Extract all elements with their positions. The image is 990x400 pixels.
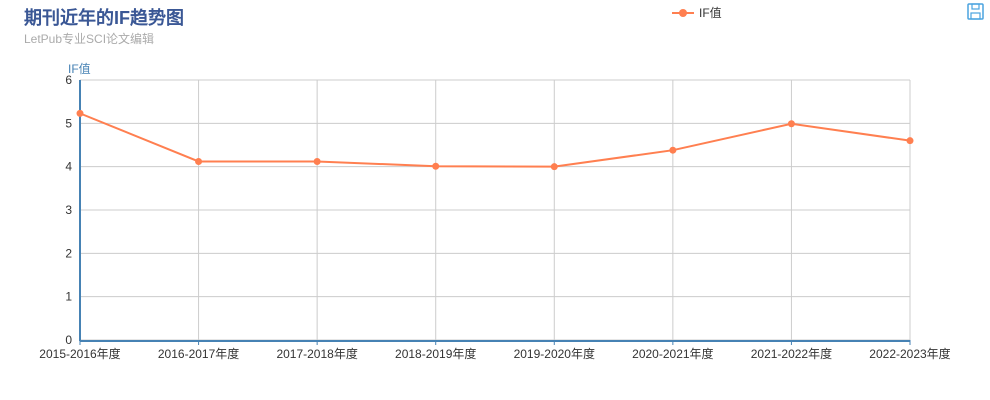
y-tick-label: 6 [65, 73, 72, 87]
y-tick-label: 4 [65, 160, 72, 174]
y-axis-label: IF值 [68, 61, 91, 76]
x-tick-label: 2015-2016年度 [39, 346, 120, 361]
data-point [195, 157, 203, 165]
data-point [787, 120, 795, 128]
legend-item[interactable]: IF值 [672, 4, 722, 21]
y-tick-label: 0 [65, 333, 72, 347]
series-line [79, 112, 911, 168]
x-tick-label: 2021-2022年度 [751, 346, 832, 361]
y-tick-label: 5 [65, 116, 72, 130]
y-tick-label: 2 [65, 246, 72, 260]
data-point [313, 157, 321, 165]
legend-line-icon [672, 8, 694, 17]
x-tick-label: 2022-2023年度 [869, 346, 950, 361]
data-point [76, 109, 84, 117]
y-tick-label: 3 [65, 203, 72, 217]
data-point [669, 146, 677, 154]
data-point [550, 163, 558, 171]
data-point [432, 162, 440, 170]
chart-subtitle: LetPub专业SCI论文编辑 [24, 32, 155, 46]
data-point [906, 137, 914, 145]
x-tick-label: 2018-2019年度 [395, 346, 476, 361]
legend-label: IF值 [699, 6, 722, 20]
x-tick-label: 2020-2021年度 [632, 346, 713, 361]
y-tick-label: 1 [65, 290, 72, 304]
chart-title: 期刊近年的IF趋势图 [24, 8, 184, 28]
x-tick-label: 2017-2018年度 [276, 346, 357, 361]
x-tick-label: 2016-2017年度 [158, 346, 239, 361]
save-icon[interactable] [967, 3, 985, 21]
x-tick-label: 2019-2020年度 [514, 346, 595, 361]
